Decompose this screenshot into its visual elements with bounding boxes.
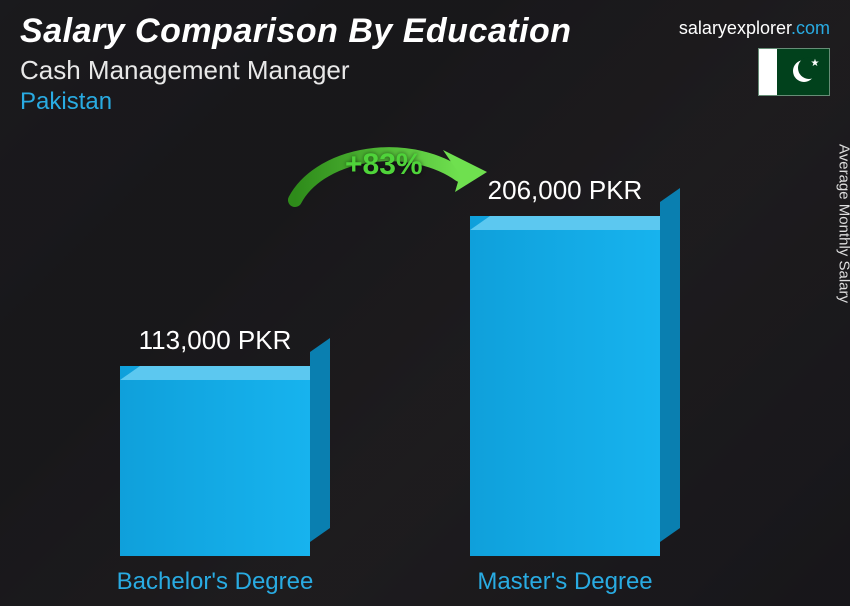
x-category-label: Bachelor's Degree	[117, 568, 314, 596]
brand-logo: salaryexplorer.com	[679, 18, 830, 39]
country-label: Pakistan	[20, 88, 830, 116]
bar-side-face	[660, 188, 680, 542]
brand-part2: .com	[791, 18, 830, 38]
percent-increase-label: +83%	[345, 148, 423, 182]
x-category-label: Master's Degree	[477, 568, 652, 596]
bar-bachelors: 113,000 PKR Bachelor's Degree	[120, 325, 310, 556]
bar-value-label: 113,000 PKR	[139, 325, 292, 356]
flag-pakistan: ★	[758, 48, 830, 96]
bar-masters: 206,000 PKR Master's Degree	[470, 175, 660, 556]
bar-front-face	[470, 216, 660, 556]
brand-part1: salaryexplorer	[679, 18, 791, 38]
bar-value-label: 206,000 PKR	[488, 175, 643, 206]
y-axis-label: Average Monthly Salary	[836, 144, 850, 303]
flag-field: ★	[777, 49, 830, 95]
bar-side-face	[310, 338, 330, 542]
bar-top-face	[120, 366, 330, 380]
star-icon: ★	[811, 58, 820, 69]
bar-top-face	[470, 216, 680, 230]
bar-3d	[120, 366, 310, 556]
bar-3d	[470, 216, 660, 556]
bar-front-face	[120, 366, 310, 556]
flag-stripe	[759, 49, 777, 95]
job-title: Cash Management Manager	[20, 55, 830, 86]
